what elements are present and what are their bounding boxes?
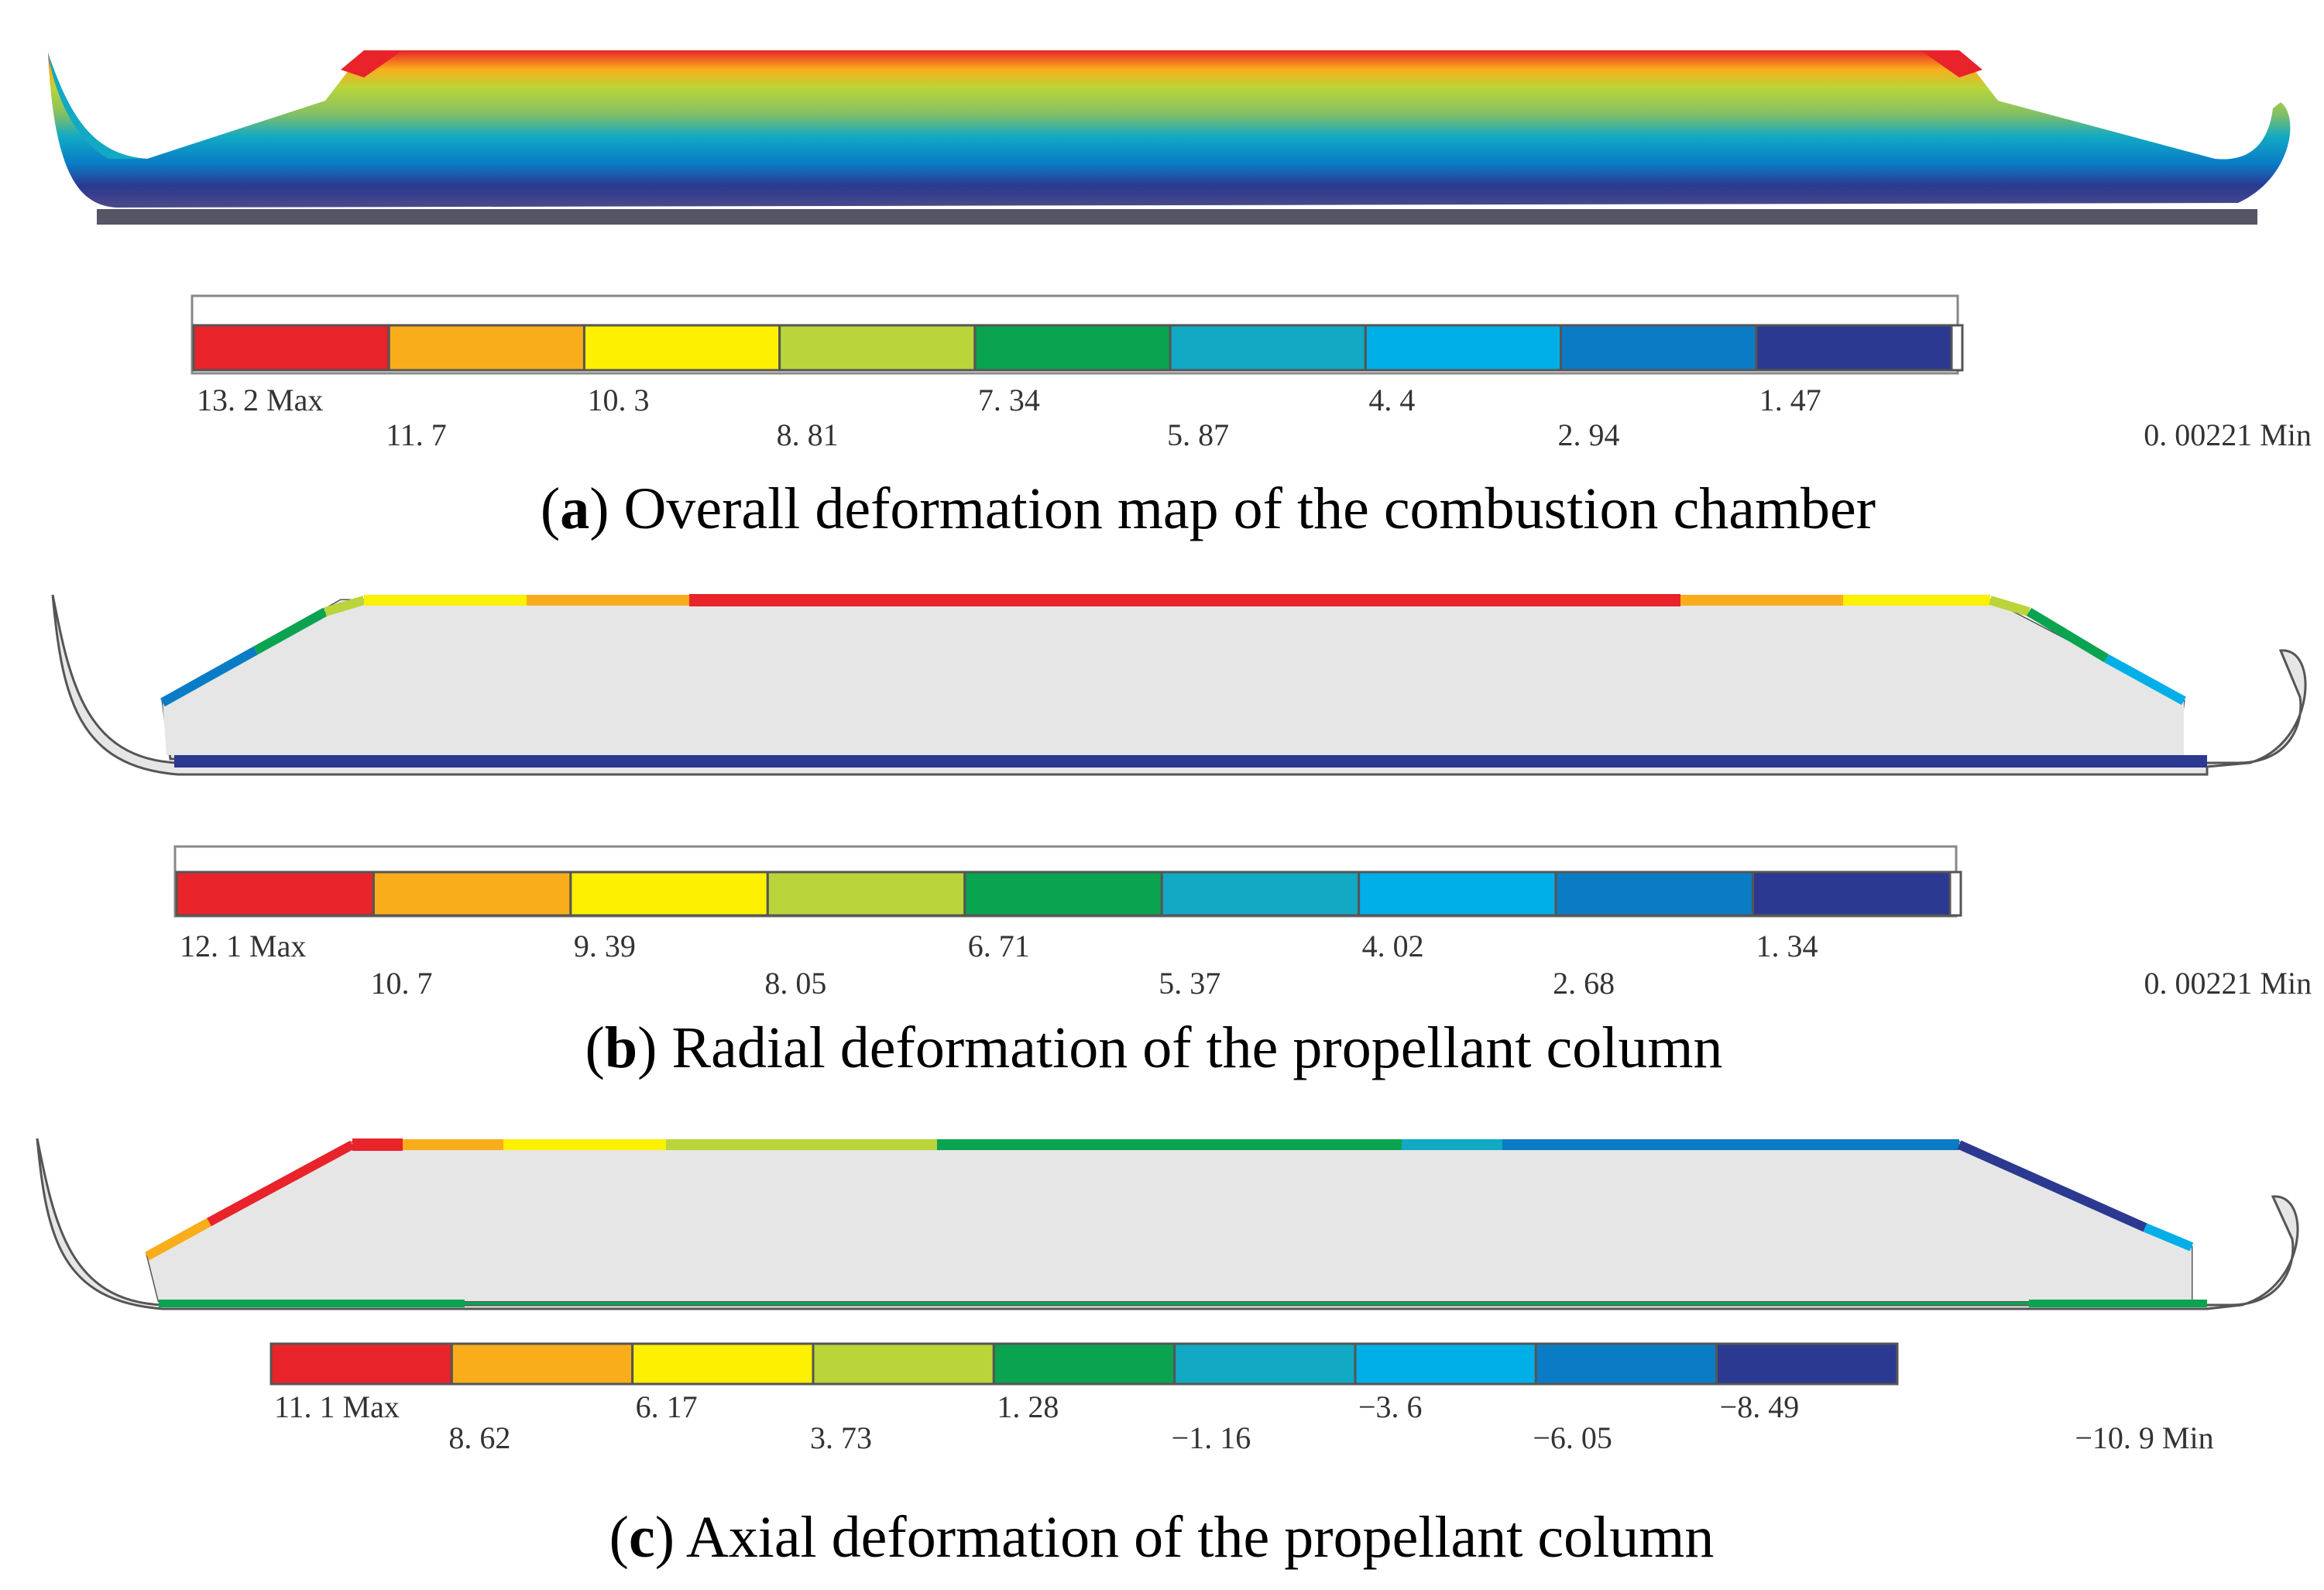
legend-a-swatch (1560, 324, 1758, 372)
legend-b-top-label: 1. 34 (1756, 929, 1818, 963)
caption-b-letter: b (605, 1015, 637, 1080)
left-slope-segment-3 (324, 596, 366, 616)
propellant-column-axial-map (36, 1138, 2299, 1310)
legend-c-swatch (992, 1342, 1176, 1386)
caption-b-text: Radial deformation of the propellant col… (671, 1015, 1722, 1080)
caption-a-letter: a (560, 476, 589, 541)
left-slope-segment-2 (253, 607, 328, 655)
legend-a-swatch (778, 324, 977, 372)
caption-c-letter: c (629, 1505, 655, 1570)
legend-c-top-label: 11. 1 Max (274, 1389, 400, 1424)
legend-a-swatch (1364, 324, 1563, 372)
c-left-slope-segment-1 (145, 1217, 211, 1261)
legend-c-swatch (1173, 1342, 1357, 1386)
legend-c-bottom-label: −6. 05 (1533, 1420, 1612, 1455)
legend-a-swatch (387, 324, 585, 372)
caption-c-text: Axial deformation of the propellant colu… (686, 1505, 1715, 1570)
right-slope-segment-2 (2026, 607, 2109, 663)
c-left-slope-segment-2 (207, 1140, 355, 1227)
legend-a-bottom-label: 2. 94 (1558, 417, 1620, 452)
legend-c-swatch (1354, 1342, 1537, 1386)
legend-b-end-cap (1948, 871, 1962, 917)
legend-a-swatch (582, 324, 781, 372)
legend-b-swatch (1358, 871, 1557, 917)
legend-a-swatch (192, 324, 390, 372)
legend-a-swatch (973, 324, 1172, 372)
legend-a-swatch (1755, 324, 1953, 372)
legend-c-top-label: −3. 6 (1358, 1389, 1423, 1424)
legend-b-swatch (1160, 871, 1361, 917)
legend-c-bottom-label: 3. 73 (810, 1420, 872, 1455)
legend-c-swatch (1715, 1342, 1899, 1386)
propellant-core-b (163, 600, 2184, 755)
legend-a-top-label: 13. 2 Max (197, 383, 323, 417)
legend-b-top-label: 4. 02 (1362, 929, 1424, 963)
propellant-core-c (147, 1142, 2192, 1301)
right-slope-segment-3 (2104, 654, 2186, 706)
legend-c-bottom-label: 8. 62 (448, 1420, 510, 1455)
legend-b-swatch (372, 871, 572, 917)
legend-a-swatch (1169, 324, 1367, 372)
legend-b-swatch (1554, 871, 1755, 917)
caption-a-text: Overall deformation map of the combustio… (624, 476, 1876, 541)
caption-c: (c) Axial deformation of the propellant … (609, 1505, 1715, 1570)
legend-c-swatch (1534, 1342, 1718, 1386)
panel-c-axial-deformation: 11. 1 Max 6. 17 1. 28 −3. 6 −8. 49 8. 62 3. 7… (36, 1138, 2299, 1570)
legend-c-swatch (450, 1342, 634, 1386)
legend-b-bottom-label: 2. 68 (1553, 966, 1615, 1001)
panel-b-radial-deformation: 12. 1 Max 9. 39 6. 71 4. 02 1. 34 10. 7 8. 05… (51, 594, 2312, 1080)
c-right-slope-segment-1 (1957, 1140, 2147, 1232)
legend-b-top-label: 6. 71 (968, 929, 1030, 963)
legend-b-swatch (569, 871, 769, 917)
legend-b-bottom-label: 5. 37 (1159, 966, 1220, 1001)
combustion-chamber-contour-map (48, 50, 2291, 225)
chamber-left-lip (48, 53, 147, 159)
legend-b-top-label: 9. 39 (574, 929, 636, 963)
legend-a-top-label: 7. 34 (978, 383, 1040, 417)
legend-a: 13. 2 Max 10. 3 7. 34 4. 4 1. 47 11. 7 8. 81 5… (191, 294, 2312, 452)
caption-b: (b) Radial deformation of the propellant… (585, 1015, 1723, 1080)
left-slope-segment-1 (160, 646, 258, 707)
legend-c-bottom-label: −1. 16 (1172, 1420, 1251, 1455)
legend-c-bottom-label: −10. 9 Min (2075, 1420, 2213, 1455)
legend-c-swatch (269, 1342, 453, 1386)
legend-c-swatch (631, 1342, 815, 1386)
c-right-slope-segment-2 (2143, 1223, 2194, 1252)
chamber-body (48, 50, 2291, 208)
legend-b-bottom-label: 0. 00221 Min (2144, 966, 2312, 1001)
panel-a-overall-deformation: 13. 2 Max 10. 3 7. 34 4. 4 1. 47 11. 7 8. 81 5… (48, 50, 2312, 541)
legend-b-swatch (175, 871, 375, 917)
legend-b-swatch (1752, 871, 1952, 917)
legend-a-top-label: 10. 3 (587, 383, 649, 417)
legend-b-swatch (963, 871, 1163, 917)
chamber-bottom-plate (97, 209, 2257, 225)
legend-c-top-label: −8. 49 (1720, 1389, 1800, 1424)
legend-a-bottom-label: 8. 81 (777, 417, 839, 452)
legend-b-bottom-label: 8. 05 (764, 966, 826, 1001)
legend-b-top-label: 12. 1 Max (180, 929, 306, 963)
caption-a: (a) Overall deformation map of the combu… (541, 476, 1876, 541)
legend-c-top-label: 1. 28 (997, 1389, 1059, 1424)
legend-b-swatch (766, 871, 966, 917)
legend-c-top-label: 6. 17 (636, 1389, 698, 1424)
legend-a-top-label: 1. 47 (1759, 383, 1821, 417)
right-slope-segment-1 (1989, 596, 2030, 616)
legend-c-swatch (812, 1342, 995, 1386)
legend-b: 12. 1 Max 9. 39 6. 71 4. 02 1. 34 10. 7 8. 05… (173, 845, 2312, 1001)
legend-c: 11. 1 Max 6. 17 1. 28 −3. 6 −8. 49 8. 62 3. 7… (269, 1342, 2214, 1455)
legend-a-bottom-label: 5. 87 (1167, 417, 1229, 452)
legend-a-end-cap (1950, 324, 1964, 372)
propellant-column-radial-map (51, 594, 2307, 776)
legend-a-bottom-label: 0. 00221 Min (2144, 417, 2312, 452)
legend-a-top-label: 4. 4 (1368, 383, 1415, 417)
shoulder-left-max (341, 50, 403, 77)
legend-a-bottom-label: 11. 7 (386, 417, 447, 452)
shoulder-right-max (1921, 50, 1982, 77)
legend-b-bottom-label: 10. 7 (370, 966, 432, 1001)
